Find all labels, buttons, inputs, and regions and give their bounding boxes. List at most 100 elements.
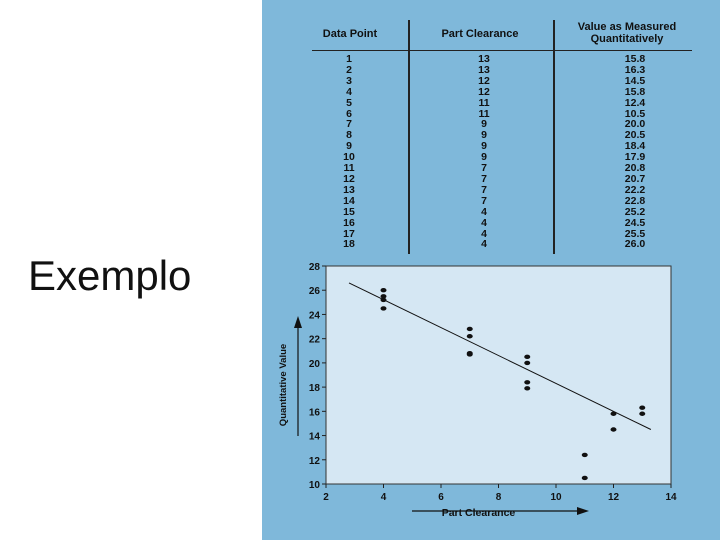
data-point-marker [524,380,531,385]
part-clearance-cell: 7 [481,172,487,185]
header-data-point: Data Point [322,28,378,40]
data-point-cell: 16 [343,216,355,229]
y-axis-label: Quantitative Value [278,344,289,426]
plot-area [325,265,672,485]
data-point-marker [466,352,473,357]
part-clearance-cell: 4 [481,216,487,229]
column-part-clearance: 13 13 12 12 11 11 9 9 9 9 7 7 7 7 4 4 4 4 [464,54,504,250]
data-point-marker [524,386,531,391]
value-cell: 15.8 [624,85,646,98]
part-clearance-cell: 12 [478,85,490,98]
column-value: 15.8 16.3 14.5 15.8 12.4 10.5 20.0 20.5 18.4 17.9… [610,54,660,250]
data-point-marker [380,294,387,299]
value-cell: 22.8 [624,194,646,207]
value-cell: 15.8 [624,53,646,65]
data-point-cell: 1 [346,53,352,65]
x-tick-label: 8 [496,492,502,503]
data-point-cell: 15 [343,205,355,218]
data-point-marker [581,452,588,458]
y-tick-label: 20 [309,359,321,370]
part-clearance-cell: 9 [481,129,487,142]
data-point-cell: 12 [343,172,355,185]
x-tick-label: 12 [608,492,620,503]
header-rule [312,50,692,51]
data-point-cell: 11 [343,162,355,175]
data-table: Data Point Part Clearance Value as Measu… [262,14,720,256]
part-clearance-cell: 13 [478,63,490,76]
part-clearance-cell: 9 [481,118,487,131]
part-clearance-cell: 11 [478,107,490,120]
part-clearance-cell: 4 [481,205,487,218]
y-tick-label: 18 [309,383,321,394]
column-divider-2 [553,20,555,254]
part-clearance-cell: 11 [478,96,490,109]
part-clearance-cell: 7 [481,162,487,175]
data-point-marker [610,427,617,432]
value-cell: 12.4 [624,96,646,109]
data-point-cell: 18 [343,238,355,251]
value-cell: 24.5 [624,216,646,229]
data-point-marker [581,475,588,481]
value-cell: 10.5 [624,107,646,120]
y-tick-label: 16 [309,407,321,418]
x-tick-label: 10 [550,492,562,503]
part-clearance-cell: 4 [481,238,487,251]
part-clearance-cell: 4 [481,227,487,240]
data-point-marker [466,334,473,339]
data-point-cell: 3 [346,74,352,87]
data-point-cell: 10 [343,151,355,164]
data-point-marker [524,354,531,360]
value-cell: 16.3 [624,63,646,76]
data-point-marker [524,360,531,366]
value-cell: 26.0 [624,238,646,251]
value-cell: 22.2 [624,183,646,196]
data-point-cell: 9 [346,140,352,153]
y-tick-label: 28 [309,262,321,273]
data-point-cell: 2 [346,63,352,76]
part-clearance-cell: 7 [481,183,487,196]
x-tick-label: 14 [665,492,677,503]
y-tick-label: 10 [309,480,321,491]
x-tick-label: 6 [438,492,444,503]
data-point-cell: 13 [343,183,355,196]
data-point-cell: 17 [343,227,355,240]
x-tick-label: 2 [323,492,329,503]
value-cell: 20.5 [624,129,646,142]
figure-panel: Data Point Part Clearance Value as Measu… [262,0,720,540]
y-tick-label: 12 [309,456,321,467]
data-point-marker [380,297,387,303]
part-clearance-cell: 9 [481,140,487,153]
value-cell: 20.7 [624,172,646,185]
data-point-marker [380,288,387,293]
trend-line [348,282,652,430]
part-clearance-cell: 13 [478,53,490,65]
y-axis-arrowhead [294,316,302,328]
data-point-cell: 6 [346,107,352,120]
value-cell: 20.8 [624,162,646,175]
value-cell: 25.5 [624,227,646,240]
y-tick-label: 26 [309,286,321,297]
part-clearance-cell: 7 [481,194,487,207]
data-point-marker [466,326,473,332]
slide-title: Exemplo [28,252,192,299]
data-point-cell: 8 [346,129,352,142]
value-cell: 17.9 [624,151,646,164]
data-point-cell: 14 [343,194,355,207]
data-point-cell: 4 [346,85,352,98]
value-cell: 25.2 [624,205,646,218]
part-clearance-cell: 9 [481,151,487,164]
value-cell: 20.0 [624,118,646,131]
data-point-cell: 7 [346,118,352,131]
y-tick-label: 14 [309,432,321,443]
header-value: Value as Measured Quantitatively [562,21,692,45]
x-axis-arrowhead [577,507,589,515]
data-point-marker [639,405,646,410]
column-divider-1 [408,20,410,254]
header-part-clearance: Part Clearance [441,28,519,40]
part-clearance-cell: 12 [478,74,490,87]
y-tick-label: 22 [309,335,321,346]
x-axis-label: Part Clearance [442,507,516,519]
header-value-text: Value as Measured Quantitatively [577,21,677,45]
data-point-marker [639,411,646,416]
